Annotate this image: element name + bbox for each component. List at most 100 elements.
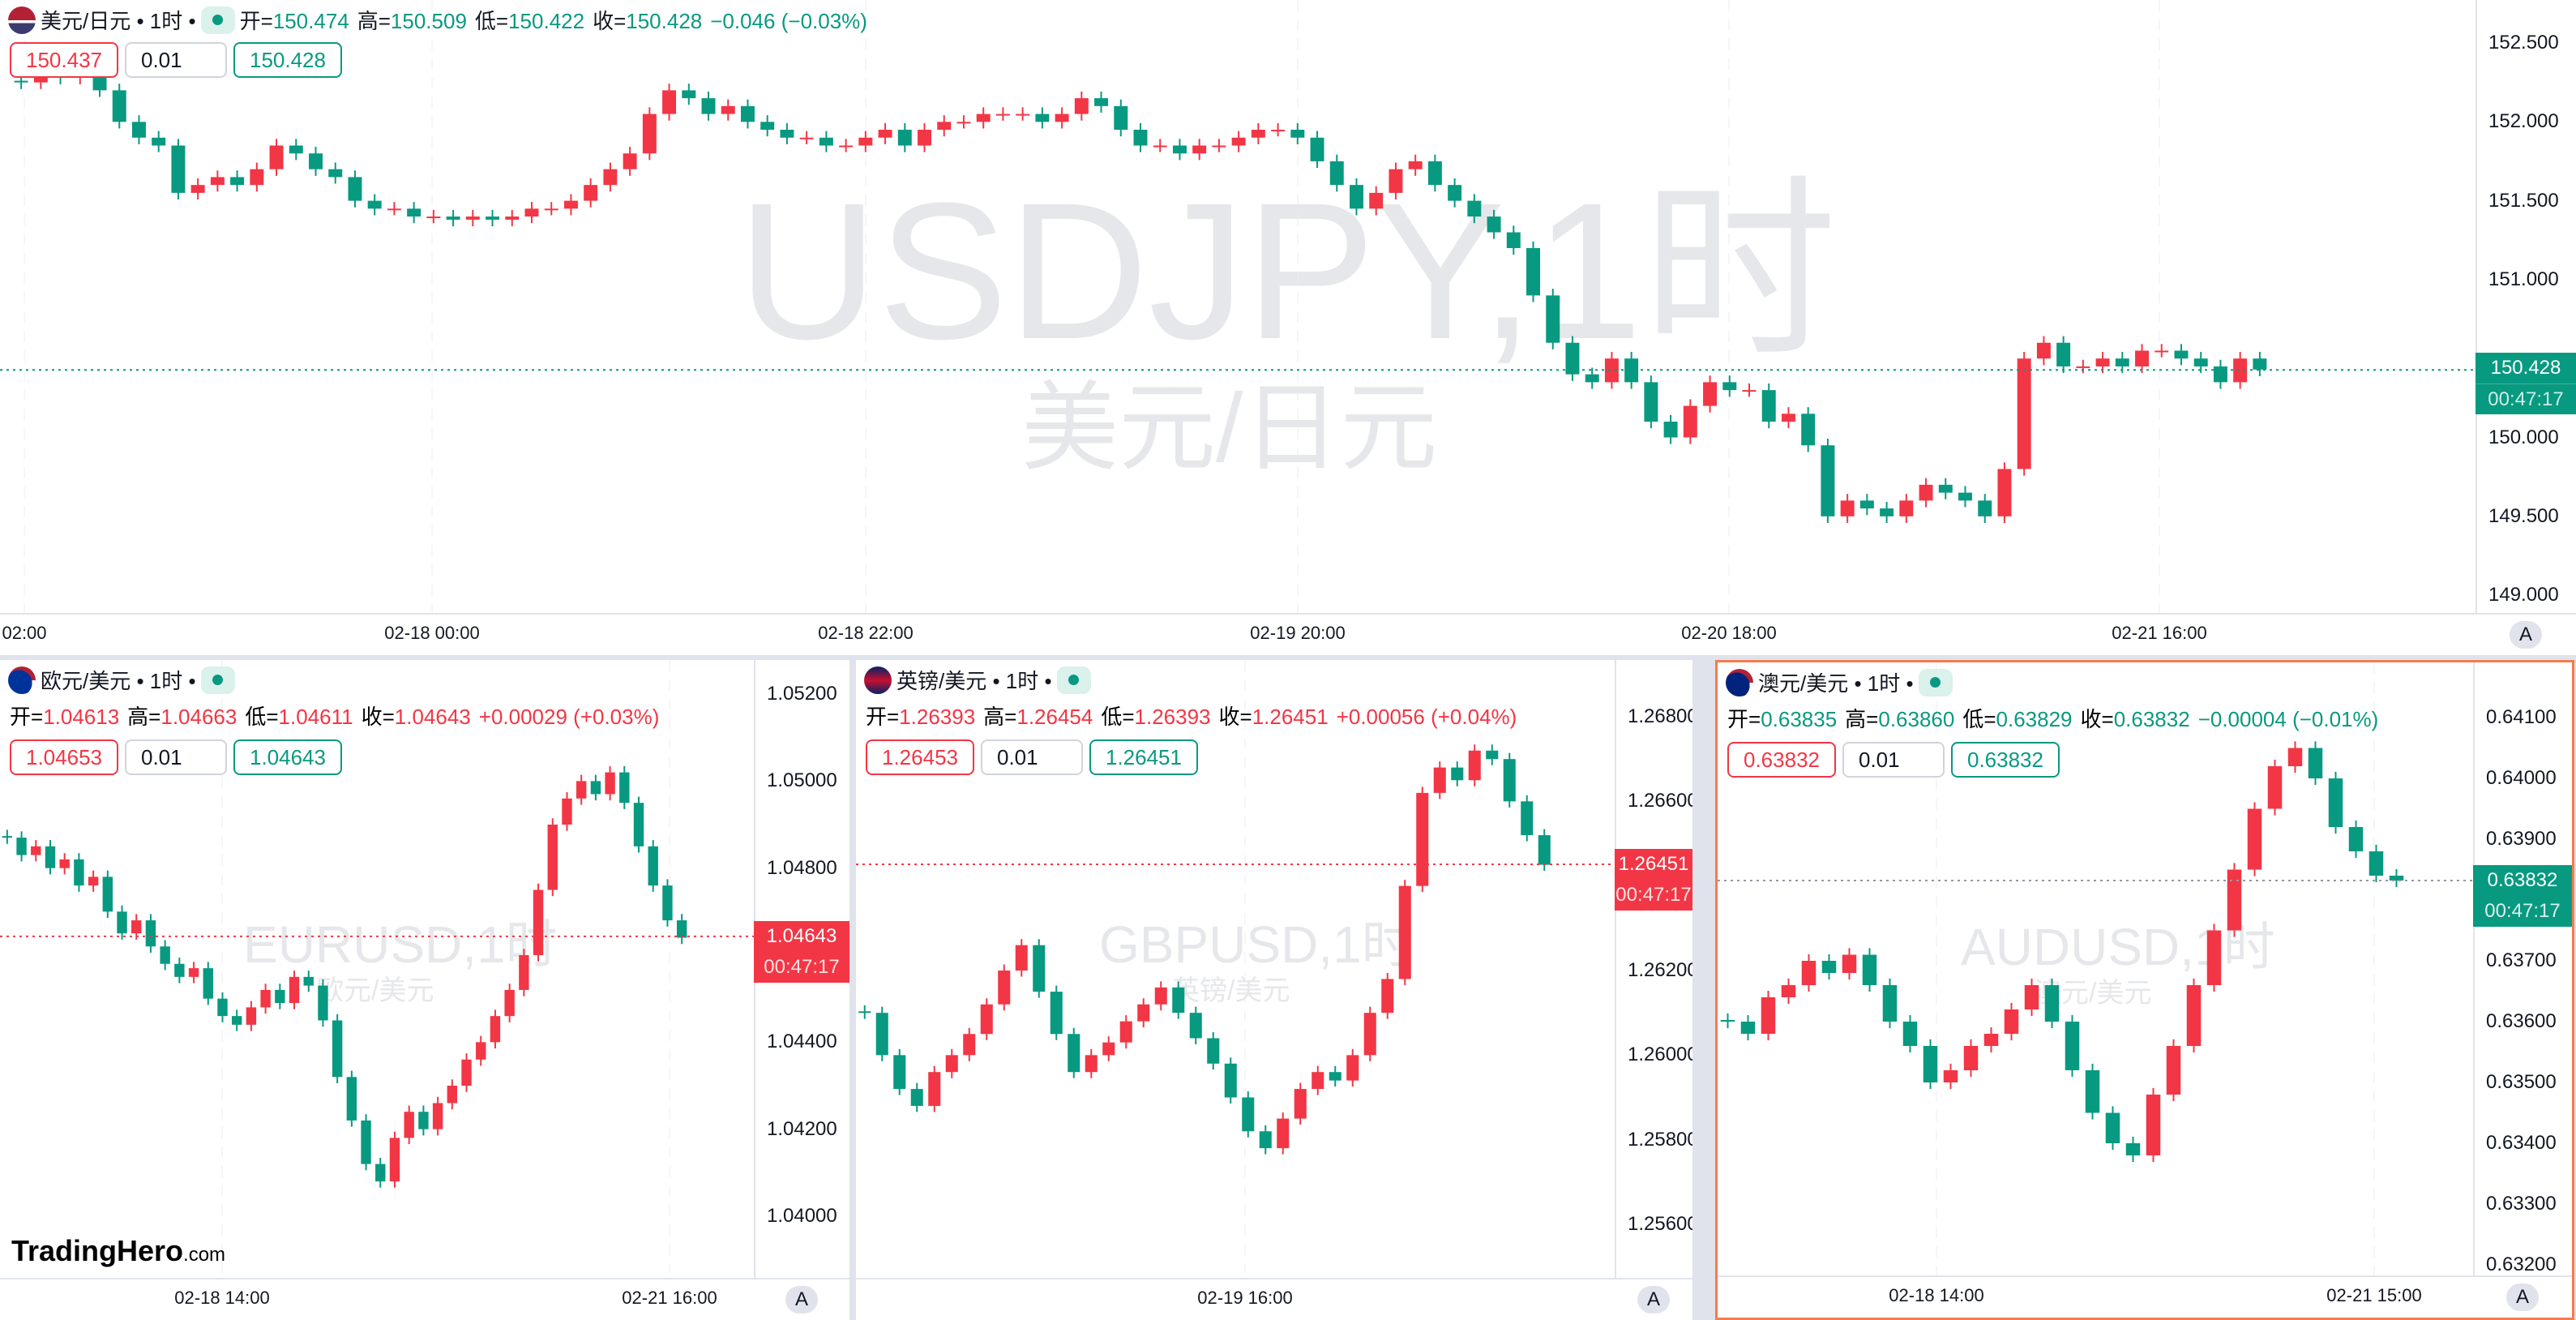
candle-body[interactable] [1761, 997, 1776, 1034]
symbol-label[interactable]: 欧元/美元 • 1时 • [41, 669, 196, 693]
candle-body[interactable] [418, 1112, 429, 1129]
candle-body[interactable] [16, 838, 27, 855]
time-axis[interactable]: 02-19 16:00 [856, 1278, 1692, 1320]
candle-body[interactable] [858, 137, 873, 146]
candle-body[interactable] [2308, 748, 2323, 779]
candle-body[interactable] [1880, 508, 1894, 516]
market-status-icon[interactable] [1056, 666, 1091, 694]
candle-body[interactable] [1503, 759, 1516, 802]
candle-body[interactable] [623, 153, 637, 169]
main-chart-panel[interactable]: 美元/日元 • 1时 • 开=150.474 高=150.509 低=150.422… [0, 0, 2576, 655]
candle-body[interactable] [1172, 145, 1187, 154]
candle-body[interactable] [461, 1059, 472, 1086]
time-axis[interactable]: 02:00 02-18 00:00 02-18 22:00 02-19 20:00 02… [0, 613, 2576, 655]
candle-body[interactable] [633, 803, 644, 846]
candle-body[interactable] [74, 859, 84, 886]
candle-body[interactable] [956, 122, 971, 124]
candle-body[interactable] [1943, 1070, 1958, 1082]
candle-body[interactable] [2174, 350, 2189, 359]
market-status-icon[interactable] [200, 666, 235, 694]
candle-body[interactable] [2368, 851, 2384, 876]
candle-body[interactable] [348, 177, 362, 201]
candle-body[interactable] [963, 1034, 976, 1056]
auto-scale-button[interactable]: A [2510, 621, 2542, 649]
candle-body[interactable] [1722, 382, 1737, 391]
candle-body[interactable] [1451, 767, 1464, 781]
candle-body[interactable] [1859, 500, 1874, 509]
candle-body[interactable] [910, 1089, 923, 1106]
candle-body[interactable] [131, 920, 142, 934]
candle-body[interactable] [998, 971, 1011, 1005]
candle-body[interactable] [1133, 130, 1148, 146]
candle-body[interactable] [1899, 500, 1914, 516]
candle-body[interactable] [1427, 161, 1442, 186]
candle-body[interactable] [1526, 247, 1541, 296]
candle-body[interactable] [1242, 1097, 1255, 1132]
candle-body[interactable] [33, 74, 48, 83]
candle-body[interactable] [1978, 500, 1992, 516]
symbol-label[interactable]: 英镑/美元 • 1时 • [896, 669, 1052, 693]
candle-body[interactable] [1172, 987, 1185, 1014]
candle-body[interactable] [2056, 342, 2071, 366]
buy-button[interactable]: 150.428 [233, 42, 342, 78]
candle-body[interactable] [328, 169, 343, 178]
candle-body[interactable] [2328, 778, 2343, 827]
candle-body[interactable] [524, 208, 539, 217]
candle-body[interactable] [1919, 484, 1933, 501]
candle-body[interactable] [260, 989, 271, 1008]
candle-body[interactable] [1821, 445, 1835, 516]
candle-body[interactable] [662, 90, 677, 114]
candle-body[interactable] [217, 998, 228, 1017]
candle-body[interactable] [404, 1112, 414, 1138]
candle-body[interactable] [2135, 350, 2150, 366]
candle-body[interactable] [2233, 358, 2248, 383]
candle-body[interactable] [188, 968, 199, 977]
candle-body[interactable] [1521, 801, 1534, 836]
candle-body[interactable] [937, 122, 952, 131]
candle-body[interactable] [465, 216, 480, 220]
candle-body[interactable] [1923, 1046, 1938, 1082]
candle-body[interactable] [2267, 766, 2283, 809]
candle-body[interactable] [875, 1013, 888, 1056]
candle-body[interactable] [562, 798, 572, 825]
candle-body[interactable] [721, 105, 735, 114]
candle-body[interactable] [1015, 945, 1028, 971]
candle-body[interactable] [1231, 137, 1246, 146]
candle-body[interactable] [426, 216, 441, 219]
candle-body[interactable] [945, 1055, 958, 1073]
candle-body[interactable] [1467, 200, 1482, 217]
sell-button[interactable]: 0.63832 [1727, 742, 1836, 778]
candle-body[interactable] [1842, 954, 1857, 974]
candle-body[interactable] [2036, 342, 2051, 359]
candle-body[interactable] [1346, 1055, 1359, 1081]
candle-body[interactable] [1050, 992, 1063, 1035]
candle-body[interactable] [1585, 374, 1599, 383]
candle-body[interactable] [31, 846, 41, 855]
candle-body[interactable] [918, 130, 931, 146]
candle-body[interactable] [1251, 130, 1265, 138]
candle-body[interactable] [995, 114, 1010, 116]
candle-body[interactable] [1761, 390, 1776, 422]
candle-body[interactable] [893, 1055, 906, 1090]
candle-body[interactable] [1408, 161, 1423, 169]
candle-body[interactable] [1801, 414, 1816, 446]
candle-body[interactable] [346, 1077, 357, 1121]
candle-body[interactable] [1398, 885, 1411, 979]
candle-body[interactable] [59, 859, 70, 868]
candle-body[interactable] [2389, 876, 2404, 881]
candle-body[interactable] [447, 1086, 458, 1104]
candle-body[interactable] [682, 90, 696, 99]
candle-body[interactable] [2213, 366, 2227, 383]
candle-body[interactable] [269, 145, 284, 169]
candle-body[interactable] [1035, 114, 1050, 122]
candle-body[interactable] [389, 1138, 400, 1182]
candle-body[interactable] [1468, 750, 1481, 781]
candle-body[interactable] [619, 772, 630, 804]
quantity-input[interactable]: 0.01 [124, 739, 227, 775]
candle-body[interactable] [1094, 98, 1109, 106]
candle-body[interactable] [1212, 145, 1226, 148]
candle-body[interactable] [102, 876, 113, 912]
candle-body[interactable] [1271, 130, 1286, 132]
candle-body[interactable] [289, 145, 303, 154]
candle-body[interactable] [1369, 192, 1384, 209]
